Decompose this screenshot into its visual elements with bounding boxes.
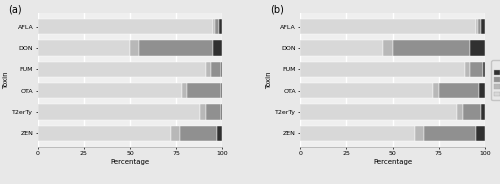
Bar: [464, 62, 470, 77]
Bar: [206, 62, 212, 77]
Bar: [200, 104, 206, 120]
Bar: [38, 19, 213, 34]
Bar: [215, 19, 218, 34]
Bar: [300, 83, 433, 98]
Bar: [300, 40, 384, 56]
Y-axis label: Toxin: Toxin: [4, 71, 10, 89]
Bar: [38, 126, 170, 141]
Legend: >UL, >LL, >LOD, <LOD: >UL, >LL, >LOD, <LOD: [492, 60, 500, 100]
Bar: [414, 126, 424, 141]
Bar: [433, 83, 439, 98]
Text: (a): (a): [8, 5, 22, 15]
Bar: [463, 104, 481, 120]
Bar: [392, 40, 470, 56]
Bar: [170, 126, 180, 141]
Bar: [182, 83, 188, 98]
Bar: [217, 126, 222, 141]
Text: (b): (b): [270, 5, 284, 15]
Bar: [384, 40, 392, 56]
Bar: [180, 126, 217, 141]
Bar: [439, 83, 480, 98]
Bar: [139, 40, 213, 56]
Bar: [38, 104, 200, 120]
Bar: [130, 40, 139, 56]
Bar: [213, 40, 222, 56]
Bar: [300, 104, 458, 120]
Bar: [478, 19, 482, 34]
Bar: [300, 62, 464, 77]
Bar: [482, 19, 485, 34]
Bar: [480, 83, 485, 98]
Bar: [218, 19, 222, 34]
Bar: [38, 62, 206, 77]
Bar: [470, 62, 483, 77]
X-axis label: Percentage: Percentage: [373, 159, 412, 165]
Bar: [220, 62, 222, 77]
Bar: [300, 19, 476, 34]
X-axis label: Percentage: Percentage: [110, 159, 150, 165]
Bar: [476, 19, 478, 34]
Bar: [188, 83, 220, 98]
Bar: [38, 83, 182, 98]
Bar: [470, 40, 485, 56]
Bar: [300, 126, 414, 141]
Bar: [212, 62, 220, 77]
Bar: [38, 40, 130, 56]
Bar: [458, 104, 463, 120]
Bar: [424, 126, 476, 141]
Bar: [476, 126, 485, 141]
Bar: [220, 104, 222, 120]
Bar: [213, 19, 215, 34]
Bar: [483, 62, 485, 77]
Y-axis label: Toxin: Toxin: [266, 71, 272, 89]
Bar: [482, 104, 485, 120]
Bar: [220, 83, 222, 98]
Bar: [206, 104, 220, 120]
